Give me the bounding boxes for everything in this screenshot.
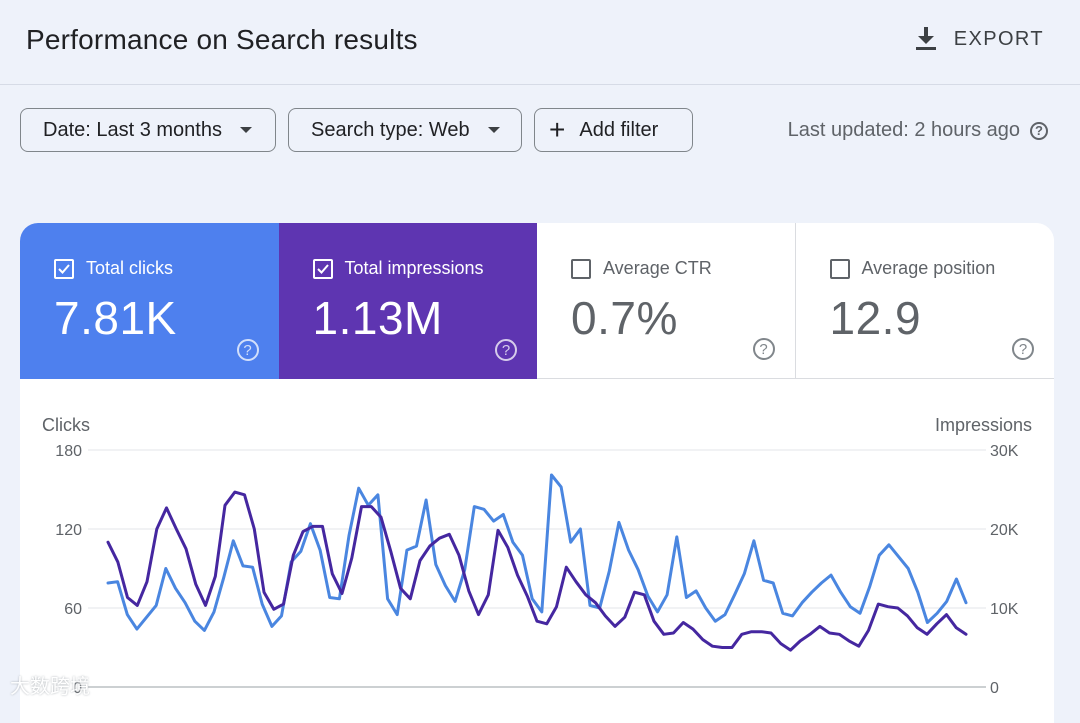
y-tick-left: 0 — [73, 680, 82, 697]
metric-value: 0.7% — [571, 292, 678, 344]
y-tick-left: 120 — [55, 522, 82, 539]
y-axis-right-title: Impressions — [935, 415, 1032, 435]
metric-label: Average position — [861, 258, 996, 278]
metric-tiles: Total clicks 7.81K ? Total impressions 1… — [20, 223, 1054, 379]
date-filter-label: Date: Last 3 months — [43, 118, 222, 141]
metric-tile-average-position[interactable]: Average position 12.9 ? — [795, 223, 1054, 379]
metric-tile-average-ctr[interactable]: Average CTR 0.7% ? — [537, 223, 796, 379]
help-icon[interactable]: ? — [1030, 121, 1048, 140]
chevron-down-icon — [487, 127, 500, 133]
y-tick-right: 30K — [990, 443, 1019, 460]
metric-value: 1.13M — [312, 292, 443, 344]
metric-value: 12.9 — [829, 292, 922, 344]
page-header: Performance on Search results EXPORT — [0, 0, 1080, 85]
add-filter-label: Add filter — [579, 118, 659, 141]
add-filter-button[interactable]: + Add filter — [534, 108, 693, 152]
y-tick-right: 20K — [990, 522, 1019, 539]
metric-tile-total-impressions[interactable]: Total impressions 1.13M ? — [278, 223, 537, 379]
y-tick-left: 60 — [64, 601, 82, 618]
y-tick-right: 10K — [990, 601, 1019, 618]
metric-value: 7.81K — [54, 292, 177, 344]
filter-bar: Date: Last 3 months Search type: Web + A… — [20, 108, 693, 152]
last-updated: Last updated: 2 hours ago ? — [788, 119, 1048, 142]
date-filter-chip[interactable]: Date: Last 3 months — [20, 108, 276, 152]
page-title: Performance on Search results — [26, 24, 418, 55]
watermark-logo: 大数跨境 — [10, 676, 90, 698]
help-icon[interactable]: ? — [1012, 338, 1034, 360]
plus-icon: + — [549, 114, 566, 145]
checkbox-unchecked-icon[interactable] — [571, 259, 591, 279]
checkbox-unchecked-icon[interactable] — [829, 259, 850, 279]
y-axis-left-title: Clicks — [42, 415, 90, 435]
metric-label: Total clicks — [86, 258, 174, 278]
checkbox-checked-icon[interactable] — [312, 259, 333, 279]
search-type-filter-chip[interactable]: Search type: Web — [288, 108, 522, 152]
metric-tile-total-clicks[interactable]: Total clicks 7.81K ? — [20, 223, 279, 379]
y-tick-right: 0 — [990, 680, 999, 697]
performance-chart: Clicks Impressions 180 30K 120 20K 60 10K 0 0 — [42, 415, 1032, 697]
help-icon[interactable]: ? — [752, 338, 775, 360]
search-type-filter-label: Search type: Web — [311, 118, 470, 141]
performance-card: Total clicks 7.81K ? Total impressions 1… — [20, 223, 1054, 723]
help-icon[interactable]: ? — [236, 339, 259, 361]
y-tick-left: 180 — [55, 443, 82, 460]
help-icon[interactable]: ? — [495, 339, 517, 361]
checkbox-checked-icon[interactable] — [54, 259, 74, 279]
download-icon — [915, 27, 936, 50]
series-line-total-impressions — [106, 490, 968, 652]
metric-label: Average CTR — [603, 258, 712, 278]
series-line-total-clicks — [106, 473, 968, 632]
last-updated-text: Last updated: 2 hours ago — [787, 119, 1020, 141]
metric-label: Total impressions — [344, 258, 484, 278]
export-button[interactable]: EXPORT — [914, 24, 1044, 54]
chevron-down-icon — [239, 127, 252, 133]
export-label: EXPORT — [953, 27, 1044, 50]
